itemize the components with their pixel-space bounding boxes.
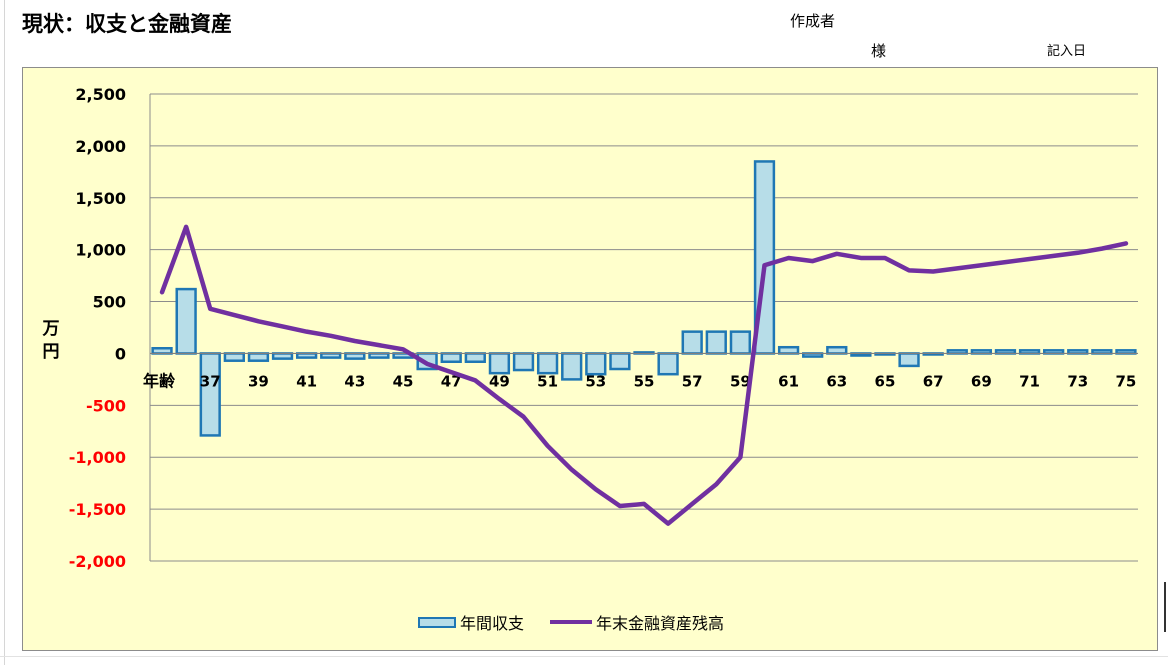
x-tick-label: 67 <box>923 372 944 390</box>
y-axis-label: 万円 <box>42 319 60 362</box>
bar <box>536 352 559 375</box>
creator-label: 作成者 <box>790 12 836 30</box>
bar <box>464 352 486 363</box>
x-tick-label: 69 <box>971 372 992 390</box>
x-tick-label: 75 <box>1116 372 1137 390</box>
y-tick-label: -500 <box>86 396 126 415</box>
bar <box>705 330 727 355</box>
page-title: 現状：収支と金融資産 <box>22 12 232 36</box>
legend-label-year-end-assets: 年末金融資産残高 <box>596 614 725 633</box>
x-tick-label: 43 <box>344 372 365 390</box>
y-tick-label: -2,000 <box>69 552 126 571</box>
bar <box>681 330 703 355</box>
x-tick-label: 49 <box>489 372 510 390</box>
bar <box>295 352 318 359</box>
legend-swatch-bar <box>418 616 456 628</box>
x-tick-label: 65 <box>875 372 896 390</box>
x-tick-label: 61 <box>778 372 799 390</box>
sheet-left-edge <box>0 0 5 665</box>
bar <box>729 330 752 355</box>
legend-item-year-end-assets: 年末金融資産残高 <box>550 610 724 634</box>
legend-item-annual-balance: 年間収支 <box>418 610 524 634</box>
bar <box>199 352 221 437</box>
bar <box>151 347 173 355</box>
y-tick-label: -1,500 <box>69 500 126 519</box>
bar <box>368 352 390 359</box>
bar <box>320 352 342 359</box>
chart-legend: 年間収支 年末金融資産残高 <box>418 610 724 634</box>
legend-swatch-line <box>550 620 593 624</box>
x-tick-label: 63 <box>826 372 847 390</box>
bar <box>585 352 607 376</box>
bar <box>657 352 679 376</box>
x-axis-age-label: 年齢 <box>143 371 176 390</box>
y-tick-label: 2,000 <box>75 137 126 156</box>
x-tick-label: 55 <box>634 372 655 390</box>
x-tick-label: 59 <box>730 372 751 390</box>
entry-date-label: 記入日 <box>1047 44 1087 59</box>
bar <box>512 352 535 372</box>
bar <box>777 345 800 355</box>
bar <box>488 352 511 375</box>
x-tick-label: 39 <box>248 372 269 390</box>
x-tick-label: 47 <box>441 372 462 390</box>
bar <box>223 352 245 362</box>
bar <box>271 352 294 360</box>
x-tick-label: 51 <box>537 372 558 390</box>
x-tick-label: 73 <box>1067 372 1088 390</box>
x-tick-label: 57 <box>682 372 703 390</box>
y-tick-label: 1,000 <box>75 241 126 260</box>
bar <box>561 352 583 381</box>
bar <box>175 287 197 355</box>
bar <box>247 352 270 362</box>
y-tick-label: 1,500 <box>75 189 126 208</box>
bar <box>826 345 848 355</box>
x-tick-label: 45 <box>393 372 414 390</box>
legend-label-annual-balance: 年間収支 <box>460 614 525 633</box>
bar <box>898 352 920 368</box>
bar <box>344 352 366 360</box>
x-tick-label: 37 <box>200 372 221 390</box>
asset-balance-line <box>159 224 1129 526</box>
honorific-label: 様 <box>871 42 887 60</box>
y-tick-label: -1,000 <box>69 448 126 467</box>
bar <box>609 352 631 371</box>
y-tick-label: 0 <box>115 344 126 363</box>
y-tick-label: 2,500 <box>75 85 126 104</box>
sheet-bottom-edge <box>0 656 1168 666</box>
y-tick-label: 500 <box>93 293 126 312</box>
sheet-right-edge-mark <box>1164 582 1166 632</box>
bar <box>440 352 462 363</box>
x-tick-label: 71 <box>1019 372 1040 390</box>
x-tick-label: 41 <box>296 372 317 390</box>
x-tick-label: 53 <box>585 372 606 390</box>
